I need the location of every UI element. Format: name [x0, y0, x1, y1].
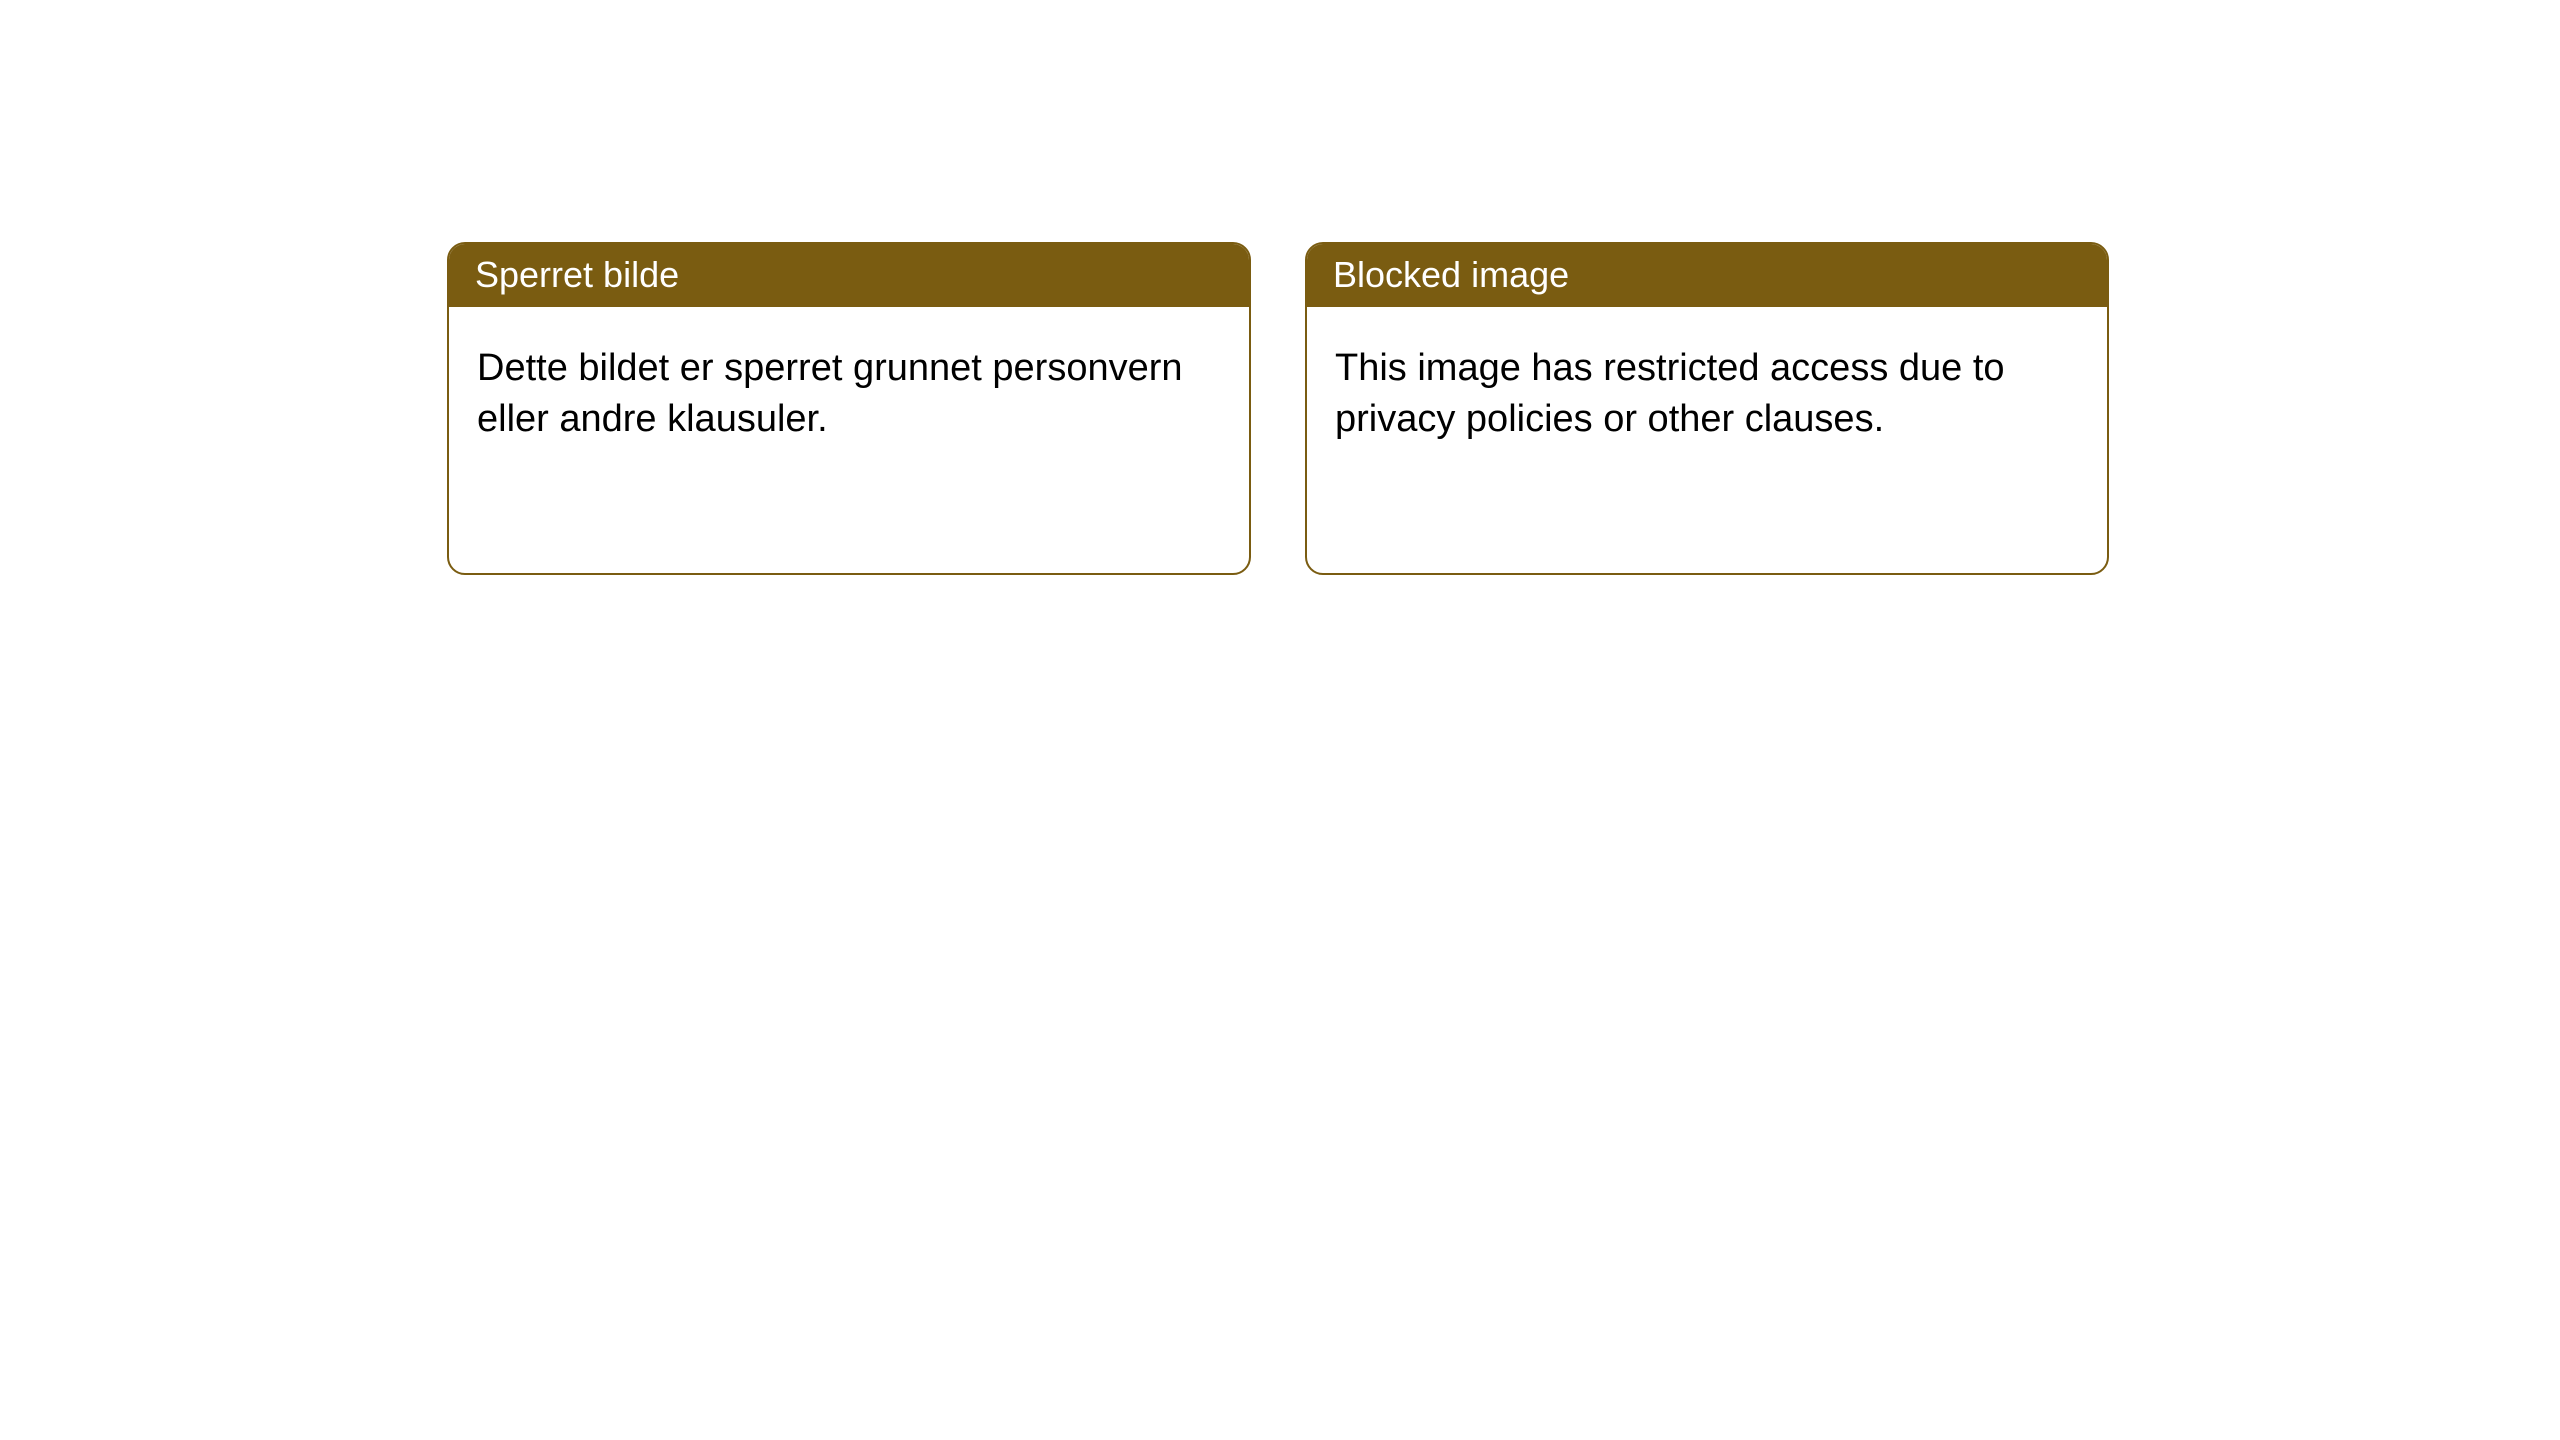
blocked-image-card-en: Blocked image This image has restricted … [1305, 242, 2109, 575]
card-title: Sperret bilde [475, 254, 679, 295]
card-body: This image has restricted access due to … [1307, 307, 2107, 482]
card-header: Blocked image [1307, 244, 2107, 307]
blocked-image-card-no: Sperret bilde Dette bildet er sperret gr… [447, 242, 1251, 575]
card-body-text: Dette bildet er sperret grunnet personve… [477, 347, 1183, 440]
card-body-text: This image has restricted access due to … [1335, 347, 2005, 440]
cards-container: Sperret bilde Dette bildet er sperret gr… [0, 0, 2560, 575]
card-header: Sperret bilde [449, 244, 1249, 307]
card-title: Blocked image [1333, 254, 1569, 295]
card-body: Dette bildet er sperret grunnet personve… [449, 307, 1249, 482]
